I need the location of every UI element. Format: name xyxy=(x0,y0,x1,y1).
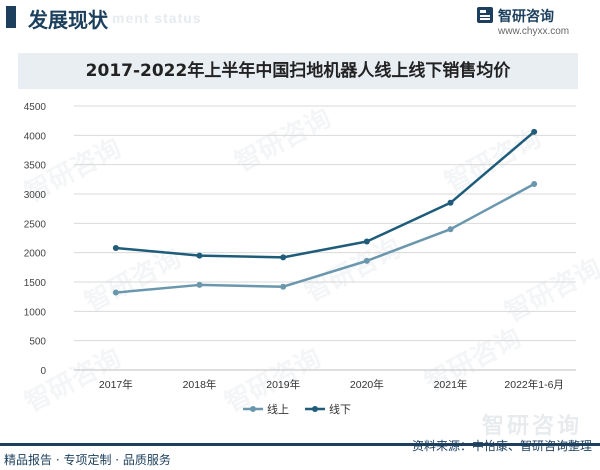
y-tick-label: 0 xyxy=(40,366,46,377)
footer-slogan: 精品报告 · 专项定制 · 品质服务 xyxy=(4,453,171,467)
series-line-offline xyxy=(115,130,535,259)
data-point xyxy=(280,283,287,290)
legend-label: 线下 xyxy=(329,402,351,416)
legend-marker xyxy=(250,406,256,412)
data-point xyxy=(280,254,287,261)
x-tick-label: 2020年 xyxy=(350,378,384,391)
y-tick-label: 1500 xyxy=(24,278,47,289)
series-line-online xyxy=(115,182,535,294)
y-tick-label: 2000 xyxy=(24,249,47,260)
y-tick-label: 500 xyxy=(29,337,46,348)
data-point xyxy=(112,289,119,296)
brand: 智研咨询 www.chyxx.com xyxy=(476,4,586,40)
y-tick-label: 4500 xyxy=(24,102,47,113)
data-point xyxy=(112,244,119,251)
x-tick-label: 2022年1-6月 xyxy=(504,378,564,391)
y-tick-label: 2500 xyxy=(24,219,47,230)
y-tick-label: 1000 xyxy=(24,307,47,318)
legend-marker xyxy=(312,406,318,412)
data-point xyxy=(363,257,370,264)
x-tick-label: 2018年 xyxy=(183,378,217,391)
x-tick-label: 2019年 xyxy=(266,378,300,391)
legend-label: 线上 xyxy=(267,402,289,416)
brand-logo-icon xyxy=(477,7,493,23)
y-axis-ticks: 0 500 1000 1500 2000 2500 3000 3500 4000 4500 xyxy=(24,102,47,377)
chart-title: 2017-2022年上半年中国扫地机器人线上线下销售均价 xyxy=(85,61,511,81)
header-accent-bar xyxy=(6,6,16,28)
chart-series xyxy=(112,128,538,296)
header-subtitle: ment status xyxy=(112,10,202,26)
source-note: 资料来源：中怡康、智研咨询整理 xyxy=(411,439,592,453)
y-tick-label: 3500 xyxy=(24,161,47,172)
data-point xyxy=(196,281,203,288)
brand-name: 智研咨询 xyxy=(498,9,554,25)
data-point xyxy=(447,226,454,233)
footer-divider xyxy=(0,443,600,446)
x-tick-label: 2021年 xyxy=(434,378,468,391)
chart-title-box: 2017-2022年上半年中国扫地机器人线上线下销售均价 xyxy=(18,53,578,89)
header-title: 发展现状 xyxy=(28,8,108,32)
y-tick-label: 4000 xyxy=(24,131,47,142)
data-point xyxy=(363,238,370,245)
data-point xyxy=(196,252,203,259)
footer-brand-watermark: 智研咨询 xyxy=(481,414,582,439)
chart-legend: 线上 线下 xyxy=(243,402,351,416)
brand-url: www.chyxx.com xyxy=(498,26,570,37)
data-point xyxy=(447,199,454,206)
x-tick-label: 2017年 xyxy=(99,378,133,391)
chart-grid xyxy=(74,105,576,371)
y-tick-label: 3000 xyxy=(24,190,47,201)
data-point xyxy=(531,181,538,188)
page-header: ment status 发展现状 智研咨询 www.chyxx.com xyxy=(0,0,600,40)
data-point xyxy=(531,128,538,135)
x-axis-ticks: 2017年 2018年 2019年 2020年 2021年 2022年1-6月 xyxy=(99,378,564,391)
